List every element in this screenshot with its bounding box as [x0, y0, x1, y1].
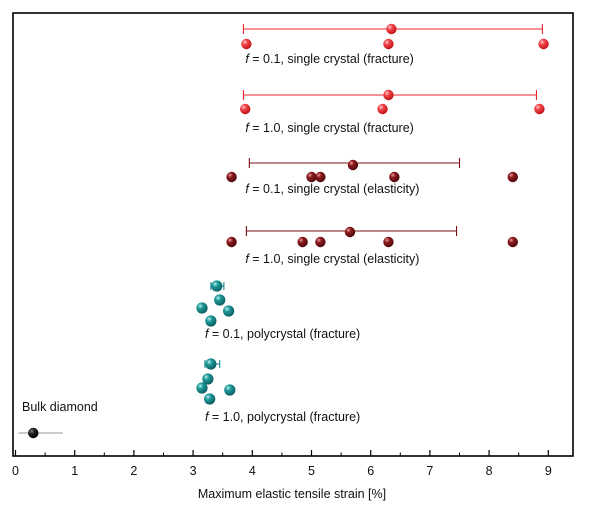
series-s4: f = 1.0, single crystal (elasticity) — [226, 226, 518, 266]
data-point — [538, 38, 549, 50]
x-tick-label: 7 — [426, 464, 433, 478]
x-tick-label: 4 — [249, 464, 256, 478]
series-label-text: = 1.0, polycrystal (fracture) — [208, 410, 360, 424]
x-axis-ticks: 0 1 2 3 4 5 6 7 8 9 — [12, 450, 552, 478]
data-point — [226, 236, 237, 248]
series-label: f = 0.1, single crystal (fracture) — [245, 52, 413, 66]
data-point — [383, 38, 394, 50]
series-label: f = 1.0, single crystal (fracture) — [245, 121, 413, 135]
mean-point — [347, 159, 359, 171]
series-label-text: = 1.0, single crystal (fracture) — [249, 121, 414, 135]
series-s1: f = 0.1, single crystal (fracture) — [241, 23, 549, 66]
series-label-symbol: f — [205, 327, 210, 341]
data-point — [534, 103, 545, 115]
x-tick-label: 1 — [71, 464, 78, 478]
series-label-text: = 0.1, polycrystal (fracture) — [208, 327, 360, 341]
mean-point — [383, 89, 394, 101]
data-point — [507, 236, 518, 248]
data-point — [315, 236, 326, 248]
mean-point — [28, 427, 39, 439]
series-s7: Bulk diamond — [18, 400, 98, 439]
x-tick-label: 6 — [367, 464, 374, 478]
mean-point — [211, 280, 223, 292]
data-point — [241, 38, 252, 50]
data-point — [224, 384, 236, 396]
data-point — [223, 305, 235, 317]
series-layer: f = 0.1, single crystal (fracture)f = 1.… — [18, 23, 549, 439]
data-point — [226, 171, 237, 183]
x-tick-label: 5 — [308, 464, 315, 478]
series-label: f = 0.1, polycrystal (fracture) — [205, 327, 360, 341]
series-label: f = 1.0, polycrystal (fracture) — [205, 410, 360, 424]
mean-point — [205, 358, 217, 370]
data-point — [297, 236, 308, 248]
x-tick-label: 9 — [545, 464, 552, 478]
series-s2: f = 1.0, single crystal (fracture) — [239, 89, 545, 135]
data-point — [214, 294, 226, 306]
series-label-text: = 0.1, single crystal (elasticity) — [249, 182, 420, 196]
series-label: f = 1.0, single crystal (elasticity) — [245, 252, 419, 266]
x-tick-label: 8 — [486, 464, 493, 478]
series-label-symbol: f — [245, 121, 250, 135]
series-label: Bulk diamond — [22, 400, 98, 414]
series-label-symbol: f — [245, 252, 250, 266]
data-point — [315, 171, 326, 183]
data-point — [239, 103, 251, 115]
mean-point — [344, 226, 356, 238]
series-s5: f = 0.1, polycrystal (fracture) — [196, 280, 360, 341]
series-label-symbol: f — [245, 182, 250, 196]
series-label-symbol: f — [205, 410, 210, 424]
data-point — [507, 171, 518, 183]
series-s6: f = 1.0, polycrystal (fracture) — [196, 358, 360, 424]
mean-point — [386, 23, 397, 35]
series-label-text: = 1.0, single crystal (elasticity) — [249, 252, 420, 266]
x-axis-title: Maximum elastic tensile strain [%] — [198, 487, 386, 501]
data-point — [202, 373, 214, 385]
data-point — [383, 236, 394, 248]
series-label-symbol: f — [245, 52, 250, 66]
series-s3: f = 0.1, single crystal (elasticity) — [226, 158, 518, 196]
data-point — [196, 382, 208, 394]
data-point — [205, 315, 217, 327]
data-point — [196, 302, 208, 314]
data-point — [306, 171, 317, 183]
data-point — [389, 171, 400, 183]
series-label: f = 0.1, single crystal (elasticity) — [245, 182, 419, 196]
x-tick-label: 0 — [12, 464, 19, 478]
data-point — [204, 393, 216, 405]
series-label-text: = 0.1, single crystal (fracture) — [249, 52, 414, 66]
data-point — [377, 103, 388, 115]
x-tick-label: 3 — [190, 464, 197, 478]
plot-frame — [12, 12, 574, 457]
x-tick-label: 2 — [130, 464, 137, 478]
